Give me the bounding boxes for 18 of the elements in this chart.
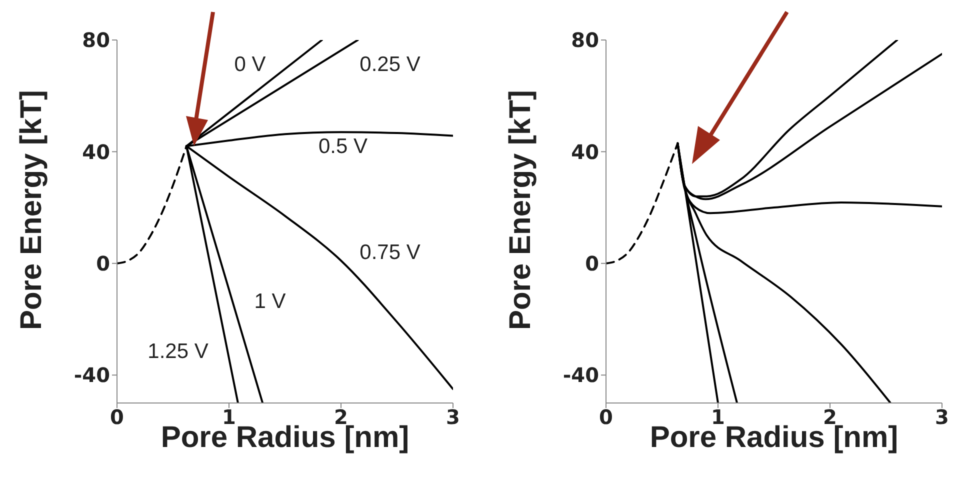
annotation: 1 V <box>254 290 286 314</box>
y-axis-title: Pore Energy [kT] <box>504 90 538 330</box>
y-tick-label: 80 <box>571 28 599 52</box>
y-axis-title: Pore Energy [kT] <box>15 90 49 330</box>
annotation: 0.25 V <box>360 53 420 77</box>
y-tick-label: 40 <box>571 140 599 164</box>
y-tick-label: -40 <box>74 363 110 388</box>
y-tick-label: 40 <box>82 140 110 164</box>
annotation: 1.25 V <box>148 340 208 364</box>
annotation: 0.5 V <box>318 135 368 159</box>
y-tick-label: 0 <box>96 251 110 276</box>
x-tick-label: 3 <box>446 405 460 430</box>
x-tick-label: 3 <box>935 405 949 430</box>
y-tick-label: 0 <box>585 251 599 276</box>
y-tick-label: 80 <box>82 28 110 52</box>
annotation: 0.75 V <box>360 241 420 265</box>
annotation: 0 V <box>234 53 266 77</box>
y-tick-label: -40 <box>562 363 599 388</box>
